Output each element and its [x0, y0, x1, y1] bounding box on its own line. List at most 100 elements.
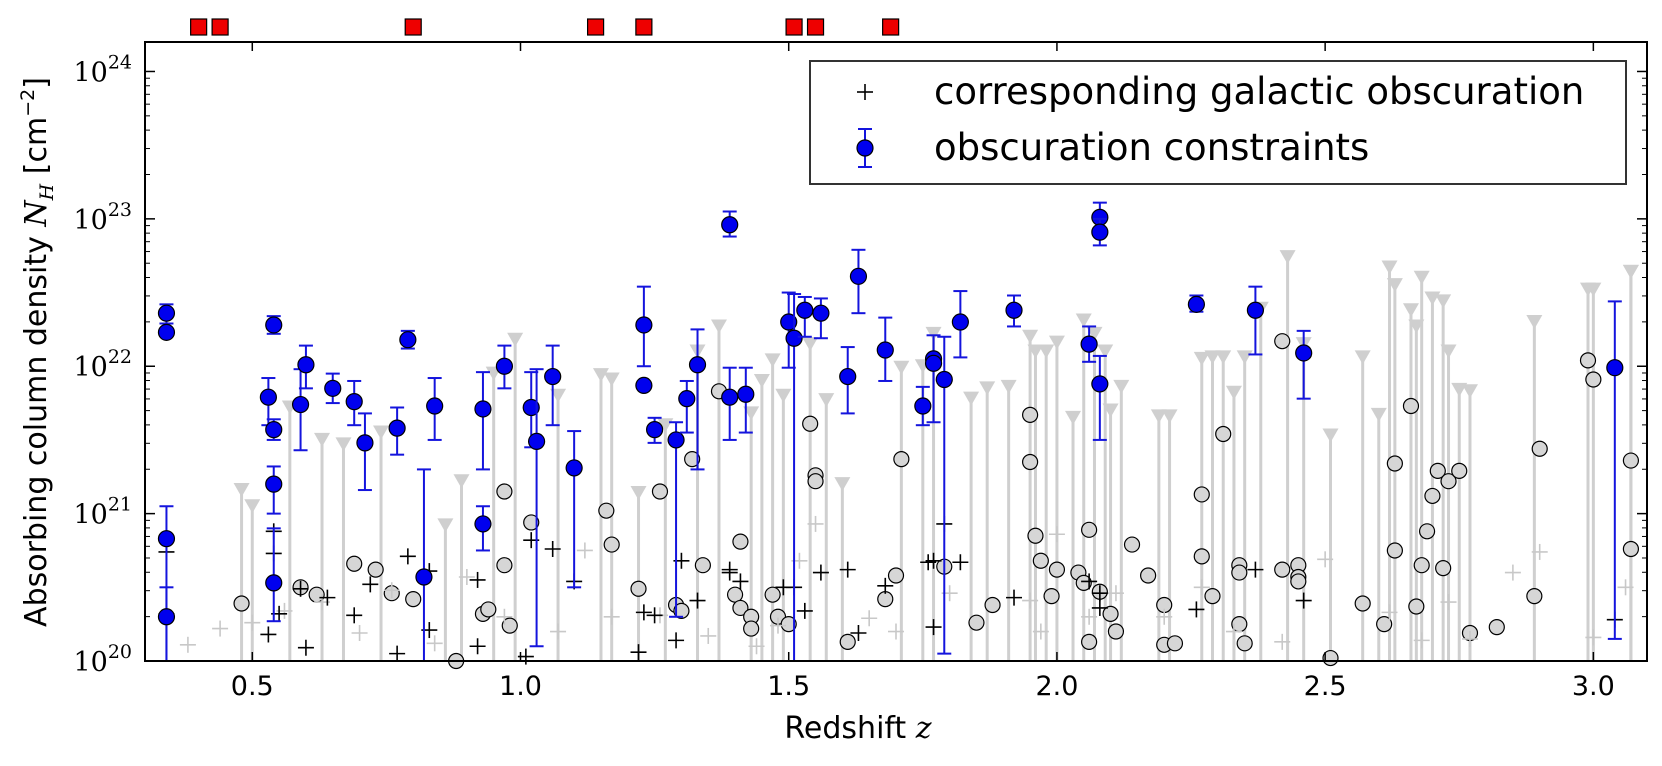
x-tick-label: 1.0	[499, 671, 542, 702]
constraint-point	[265, 527, 283, 623]
upper-limit-arrow	[1413, 270, 1430, 661]
other-source-point	[501, 617, 518, 634]
constraint-point	[544, 344, 562, 427]
upper-limit-arrow	[753, 373, 770, 661]
other-source-point	[1081, 633, 1098, 650]
upper-limit-arrow	[1204, 350, 1221, 661]
other-source-point	[1435, 560, 1452, 577]
galactic-point	[292, 580, 309, 597]
other-source-point	[1102, 605, 1119, 622]
constraint-point	[785, 293, 803, 661]
y-tick-label-base: 10	[73, 500, 107, 531]
other-source-point	[1236, 635, 1253, 652]
galactic-point	[721, 564, 738, 581]
other-source-point	[1140, 567, 1157, 584]
other-source-point	[1354, 595, 1371, 612]
constraint-point	[474, 371, 492, 471]
top-marker	[586, 18, 605, 36]
x-tick-label: 1.5	[767, 671, 810, 702]
upper-limit-arrow	[550, 388, 567, 661]
upper-limit-arrow	[1526, 315, 1543, 661]
upper-limit-arrow	[710, 319, 727, 661]
galactic-point	[1091, 585, 1108, 602]
other-source-point	[480, 601, 497, 618]
y-tick-label: 1023	[73, 199, 132, 236]
y-axis-label-unit-close: ]	[19, 77, 54, 89]
galactic-faint-point	[1531, 543, 1548, 560]
upper-limit-arrow	[1451, 382, 1468, 661]
galactic-faint-point	[1022, 592, 1039, 609]
legend-label-galactic: corresponding galactic obscuration	[934, 70, 1584, 113]
galactic-point	[260, 626, 277, 643]
galactic-faint-point	[179, 636, 196, 653]
galactic-faint-point	[458, 568, 475, 585]
galactic-point	[469, 638, 486, 655]
legend: corresponding galactic obscuration obscu…	[809, 60, 1627, 185]
galactic-faint-point	[1032, 623, 1049, 640]
y-tick-label: 1021	[73, 494, 132, 531]
galactic-point	[1247, 561, 1264, 578]
galactic-point	[399, 548, 416, 565]
constraint-point	[388, 406, 406, 456]
galactic-point	[1188, 601, 1205, 618]
other-source-point	[1274, 561, 1291, 578]
other-source-point	[1424, 487, 1441, 505]
other-source-point	[887, 567, 905, 584]
other-source-point	[523, 514, 540, 531]
y-tick-label: 1024	[73, 51, 132, 88]
constraint-point	[474, 505, 492, 552]
y-axis-label-symbol: N	[19, 199, 54, 228]
legend-marker-constraints	[856, 128, 874, 168]
other-source-point	[1022, 406, 1039, 423]
galactic-faint-point	[1440, 594, 1457, 611]
legend-label-constraints: obscuration constraints	[934, 126, 1369, 169]
upper-limit-arrow	[1048, 335, 1065, 661]
upper-limit-arrow	[1236, 350, 1253, 661]
galactic-faint-point	[576, 542, 593, 559]
upper-limit-arrow	[1585, 282, 1602, 661]
galactic-faint-point	[1413, 632, 1430, 649]
other-source-point	[1531, 440, 1548, 457]
y-axis-label-text: Absorbing column density	[19, 236, 54, 627]
upper-limit-arrow	[979, 381, 996, 661]
upper-limit-arrow	[1354, 350, 1371, 661]
galactic-point	[812, 564, 829, 581]
other-source-point	[802, 415, 819, 432]
constraint-point	[646, 416, 664, 444]
galactic-point	[732, 573, 749, 590]
other-source-point	[1204, 588, 1221, 605]
galactic-point	[1295, 592, 1312, 609]
other-source-point	[984, 596, 1001, 614]
other-source-point	[1048, 561, 1066, 578]
galactic-point	[850, 624, 867, 641]
upper-limit-arrow	[281, 400, 298, 661]
upper-limit-layer	[233, 250, 1639, 661]
upper-limit-arrow	[893, 360, 910, 661]
top-marker	[404, 18, 422, 36]
x-tick-label: 3.0	[1572, 671, 1615, 702]
other-source-point	[598, 502, 615, 519]
other-source-point	[1376, 616, 1393, 633]
y-axis-label-unit-exp: −2	[17, 89, 39, 117]
galactic-faint-point	[603, 608, 620, 625]
other-source-point	[496, 483, 513, 500]
galactic-faint-point	[550, 623, 567, 640]
upper-limit-arrow	[630, 485, 647, 661]
constraint-point	[356, 412, 374, 492]
other-source-point	[367, 561, 384, 578]
galactic-point	[689, 592, 706, 609]
constraint-point	[265, 315, 283, 335]
galactic-faint-point	[888, 623, 904, 640]
upper-limit-arrow	[1161, 409, 1178, 661]
other-source-point	[1107, 623, 1125, 640]
other-source-point	[1579, 352, 1597, 369]
other-source-point	[1622, 452, 1640, 469]
galactic-faint-point	[1504, 564, 1521, 581]
galactic-point	[1091, 599, 1108, 616]
constraint-point	[1091, 217, 1109, 247]
galactic-point	[796, 602, 813, 619]
upper-limit-arrow	[1038, 344, 1055, 661]
constraint-point	[415, 468, 433, 661]
x-tick-label: 2.5	[1304, 671, 1347, 702]
